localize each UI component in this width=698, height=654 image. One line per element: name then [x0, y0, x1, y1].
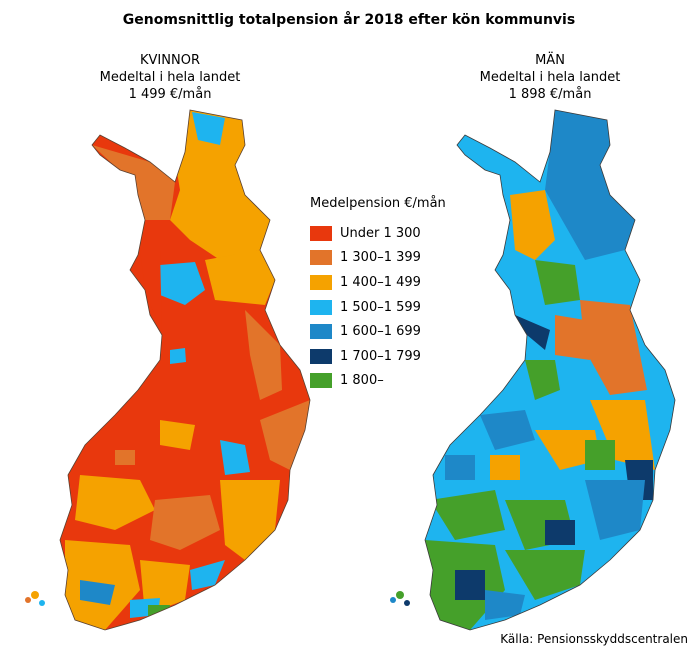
women-average: 1 499 €/mån [128, 87, 212, 102]
men-average: 1 898 €/mån [508, 87, 592, 102]
legend-item: 1 800– [310, 369, 446, 394]
legend-items: Under 1 300 1 300–1 399 1 400–1 499 1 500–1… [310, 221, 446, 393]
legend-swatch [310, 299, 332, 315]
men-choropleth-map [390, 109, 676, 631]
legend-swatch [310, 348, 332, 364]
women-subheading: Medeltal i hela landet [99, 70, 241, 85]
legend-label: Under 1 300 [340, 225, 421, 241]
legend-swatch [310, 225, 332, 241]
women-panel-header: KVINNOR Medeltal i hela landet 1 499 €/m… [80, 52, 260, 103]
women-heading: KVINNOR [140, 53, 200, 68]
legend-title: Medelpension €/mån [310, 196, 446, 211]
legend-swatch [310, 324, 332, 340]
legend-item: 1 600–1 699 [310, 319, 446, 344]
men-panel-header: MÄN Medeltal i hela landet 1 898 €/mån [450, 52, 650, 103]
legend-item: 1 300–1 399 [310, 246, 446, 271]
legend-swatch [310, 250, 332, 266]
legend-label: 1 400–1 499 [340, 274, 421, 290]
map-legend: Medelpension €/mån Under 1 300 1 300–1 39… [310, 196, 446, 393]
legend-item: 1 500–1 599 [310, 295, 446, 320]
legend-label: 1 600–1 699 [340, 324, 421, 340]
legend-label: 1 700–1 799 [340, 348, 421, 364]
men-subheading: Medeltal i hela landet [479, 70, 621, 85]
legend-item: 1 700–1 799 [310, 344, 446, 369]
source-note: Källa: Pensionsskyddscentralen [500, 632, 688, 646]
legend-swatch [310, 373, 332, 389]
legend-label: 1 500–1 599 [340, 299, 421, 315]
legend-swatch [310, 274, 332, 290]
legend-item: Under 1 300 [310, 221, 446, 246]
legend-item: 1 400–1 499 [310, 270, 446, 295]
map-title: Genomsnittlig totalpension år 2018 efter… [122, 12, 576, 28]
legend-label: 1 300–1 399 [340, 250, 421, 266]
women-choropleth-map [25, 109, 311, 631]
men-heading: MÄN [535, 53, 565, 68]
legend-label: 1 800– [340, 373, 384, 389]
